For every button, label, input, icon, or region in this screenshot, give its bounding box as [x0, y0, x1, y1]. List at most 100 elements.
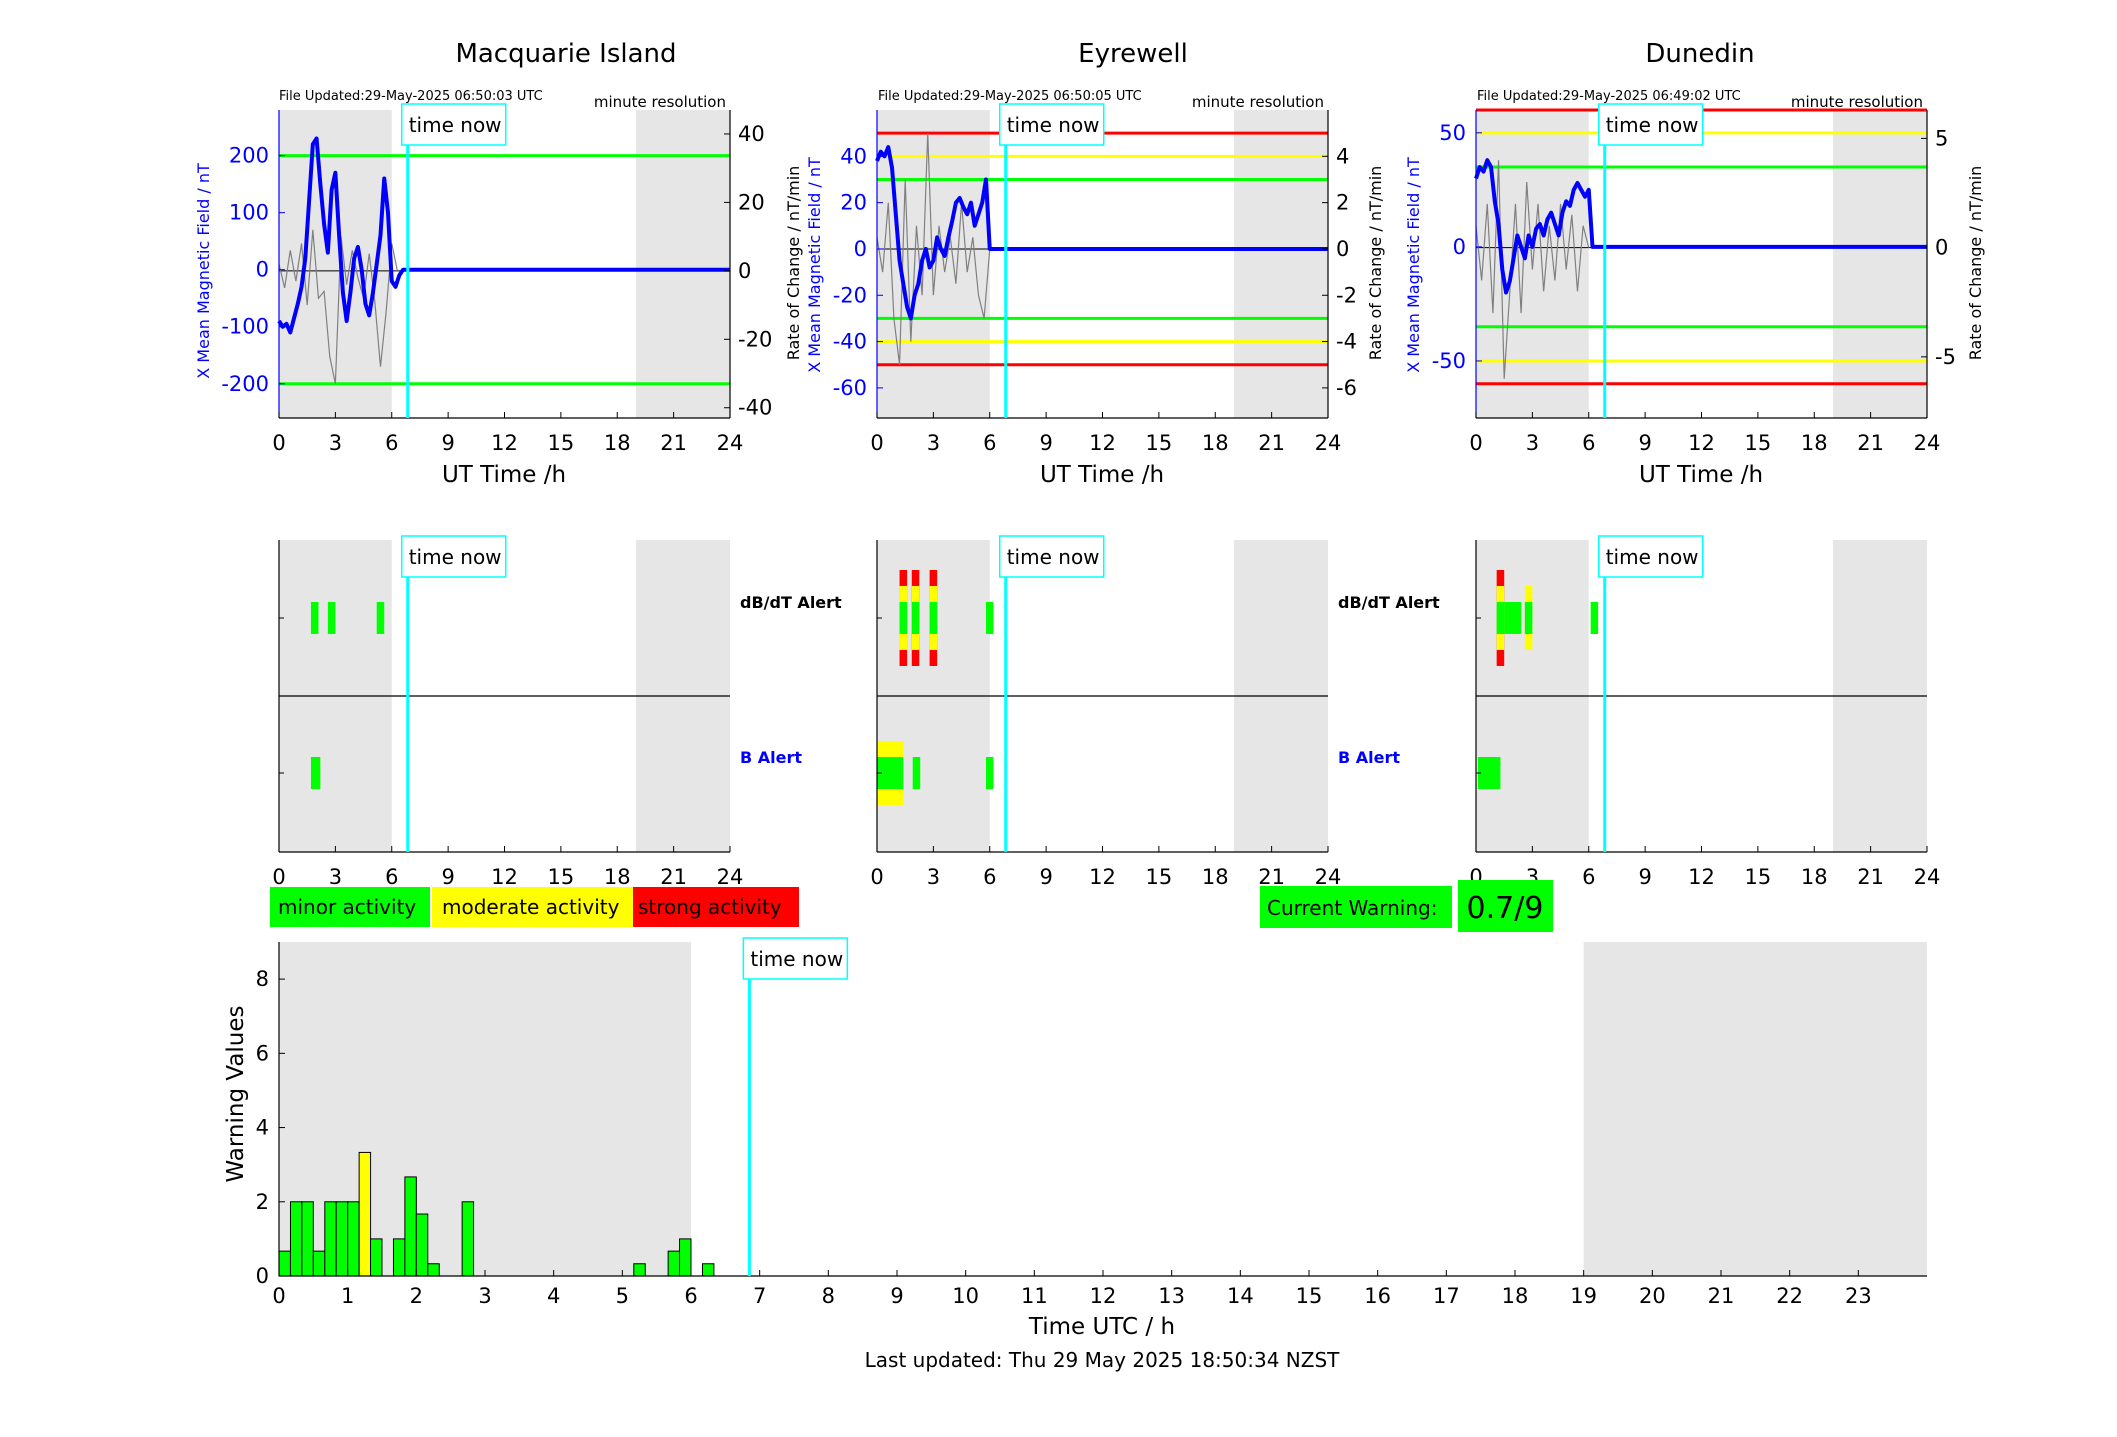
- b-alert-label-macquarie: B Alert: [740, 748, 802, 767]
- ylabel-right-macquarie: Rate of Change / nT/min: [784, 166, 803, 361]
- time-now-box: [1597, 103, 1704, 146]
- warning-xlabel: Time UTC / h: [1028, 1314, 1175, 1340]
- x-tick-label: 21: [1708, 1284, 1735, 1308]
- warning-bar-minor: [301, 1201, 314, 1277]
- x-tick-label: 3: [478, 1284, 491, 1308]
- x-tick-label: 0: [272, 431, 285, 455]
- warning-bar-minor: [324, 1201, 337, 1277]
- warning-bar-minor: [312, 1250, 326, 1277]
- x-tick-label: 3: [927, 431, 940, 455]
- x-tick-label: 12: [1688, 865, 1715, 889]
- xlabel-macquarie: UT Time /h: [442, 462, 566, 488]
- file-updated-macquarie: File Updated:29-May-2025 06:50:03 UTC: [279, 89, 543, 104]
- warning-bar-minor: [701, 1263, 715, 1277]
- x-tick-label: 24: [1914, 431, 1941, 455]
- x-tick-label: 0: [1469, 431, 1482, 455]
- x-tick-label: 12: [1089, 865, 1116, 889]
- alert-plot-macquarie: 0 3 6 9 12 15 18 21 24 time now: [272, 535, 743, 889]
- mean-field-series: [875, 145, 1328, 321]
- x-tick-label: 6: [385, 431, 398, 455]
- alert-segment-minor: [1590, 602, 1599, 634]
- night-shade-right: [1234, 110, 1328, 418]
- y-left-tick-label: 100: [229, 201, 269, 225]
- y-right-tick-label: 4: [1336, 144, 1349, 168]
- warning-bar-minor: [427, 1263, 440, 1277]
- resolution-dunedin: minute resolution: [1791, 93, 1923, 111]
- warning-bar-minor: [633, 1263, 646, 1277]
- alert-segment-minor: [376, 602, 385, 634]
- warning-bar-minor: [278, 1250, 291, 1277]
- alert-plot-eyrewell: 0 3 6 9 12 15 18 21 24 time now: [870, 535, 1342, 889]
- y-right-tick-label: -5: [1935, 345, 1956, 369]
- y-right-tick-label: 5: [1935, 126, 1948, 150]
- y-right-tick-label: -2: [1336, 283, 1357, 307]
- current-warning-label-box: [1260, 886, 1452, 928]
- xlabel-eyrewell: UT Time /h: [1040, 462, 1164, 488]
- y-right-tick-label: 0: [1336, 237, 1349, 261]
- x-tick-label: 22: [1776, 1284, 1803, 1308]
- ylabel-left-macquarie: X Mean Magnetic Field / nT: [194, 163, 213, 379]
- x-tick-label: 18: [604, 865, 631, 889]
- x-tick-label: 15: [548, 431, 575, 455]
- alert-segment-minor: [912, 757, 921, 789]
- y-right-tick-label: -20: [738, 327, 772, 351]
- file-updated-dunedin: File Updated:29-May-2025 06:49:02 UTC: [1477, 89, 1741, 104]
- x-tick-label: 14: [1227, 1284, 1254, 1308]
- warning-bar-minor: [404, 1176, 417, 1277]
- alert-segment-minor: [327, 602, 336, 634]
- y-left-tick-label: 200: [229, 144, 269, 168]
- x-tick-label: 15: [1745, 865, 1772, 889]
- x-tick-label: 24: [1914, 865, 1941, 889]
- mean-field-series: [1474, 158, 1927, 295]
- alert-segment-minor: [1524, 602, 1533, 634]
- x-tick-label: 15: [1146, 865, 1173, 889]
- x-tick-label: 8: [822, 1284, 835, 1308]
- x-tick-label: 15: [1296, 1284, 1323, 1308]
- warning-bar-minor: [667, 1250, 681, 1277]
- x-tick-label: 6: [1582, 431, 1595, 455]
- time-now-label: time now: [1007, 113, 1100, 137]
- x-tick-label: 3: [927, 865, 940, 889]
- x-tick-label: 5: [616, 1284, 629, 1308]
- legend-moderate-swatch: [432, 887, 633, 927]
- dbdt-alert-label-eyrewell: dB/dT Alert: [1338, 593, 1440, 612]
- x-tick-label: 15: [548, 865, 575, 889]
- x-tick-label: 3: [329, 865, 342, 889]
- current-warning: Current Warning: 0.7/9: [1260, 880, 1553, 932]
- rate-of-change-series: [876, 133, 991, 365]
- x-tick-label: 24: [717, 431, 744, 455]
- night-shade-right: [636, 110, 730, 418]
- time-now-label: time now: [409, 545, 502, 569]
- legend-strong-label: strong activity: [638, 895, 782, 919]
- x-tick-label: 21: [1258, 865, 1285, 889]
- x-tick-label: 0: [870, 865, 883, 889]
- x-tick-label: 0: [272, 865, 285, 889]
- warning-bar-minor: [679, 1238, 692, 1277]
- x-tick-label: 12: [1089, 431, 1116, 455]
- x-tick-label: 18: [1202, 865, 1229, 889]
- x-tick-label: 9: [441, 865, 454, 889]
- warning-bar-minor: [289, 1201, 303, 1277]
- time-now-box: [742, 937, 849, 980]
- time-now-box: [998, 103, 1105, 146]
- x-tick-label: 24: [1315, 431, 1342, 455]
- x-tick-label: 24: [1315, 865, 1342, 889]
- alert-segment-minor: [899, 602, 908, 634]
- legend-moderate-label: moderate activity: [442, 895, 620, 919]
- time-now-box: [998, 535, 1105, 578]
- y-right-tick-label: 2: [1336, 191, 1349, 215]
- title-eyrewell: Eyrewell: [1078, 39, 1188, 69]
- alert-segment-minor: [985, 602, 994, 634]
- time-now-label: time now: [1606, 545, 1699, 569]
- x-tick-label: 6: [983, 431, 996, 455]
- time-now-box: [400, 103, 507, 146]
- x-tick-label: 18: [1202, 431, 1229, 455]
- x-tick-label: 11: [1021, 1284, 1048, 1308]
- y-right-tick-label: 20: [738, 190, 765, 214]
- time-now-label: time now: [409, 113, 502, 137]
